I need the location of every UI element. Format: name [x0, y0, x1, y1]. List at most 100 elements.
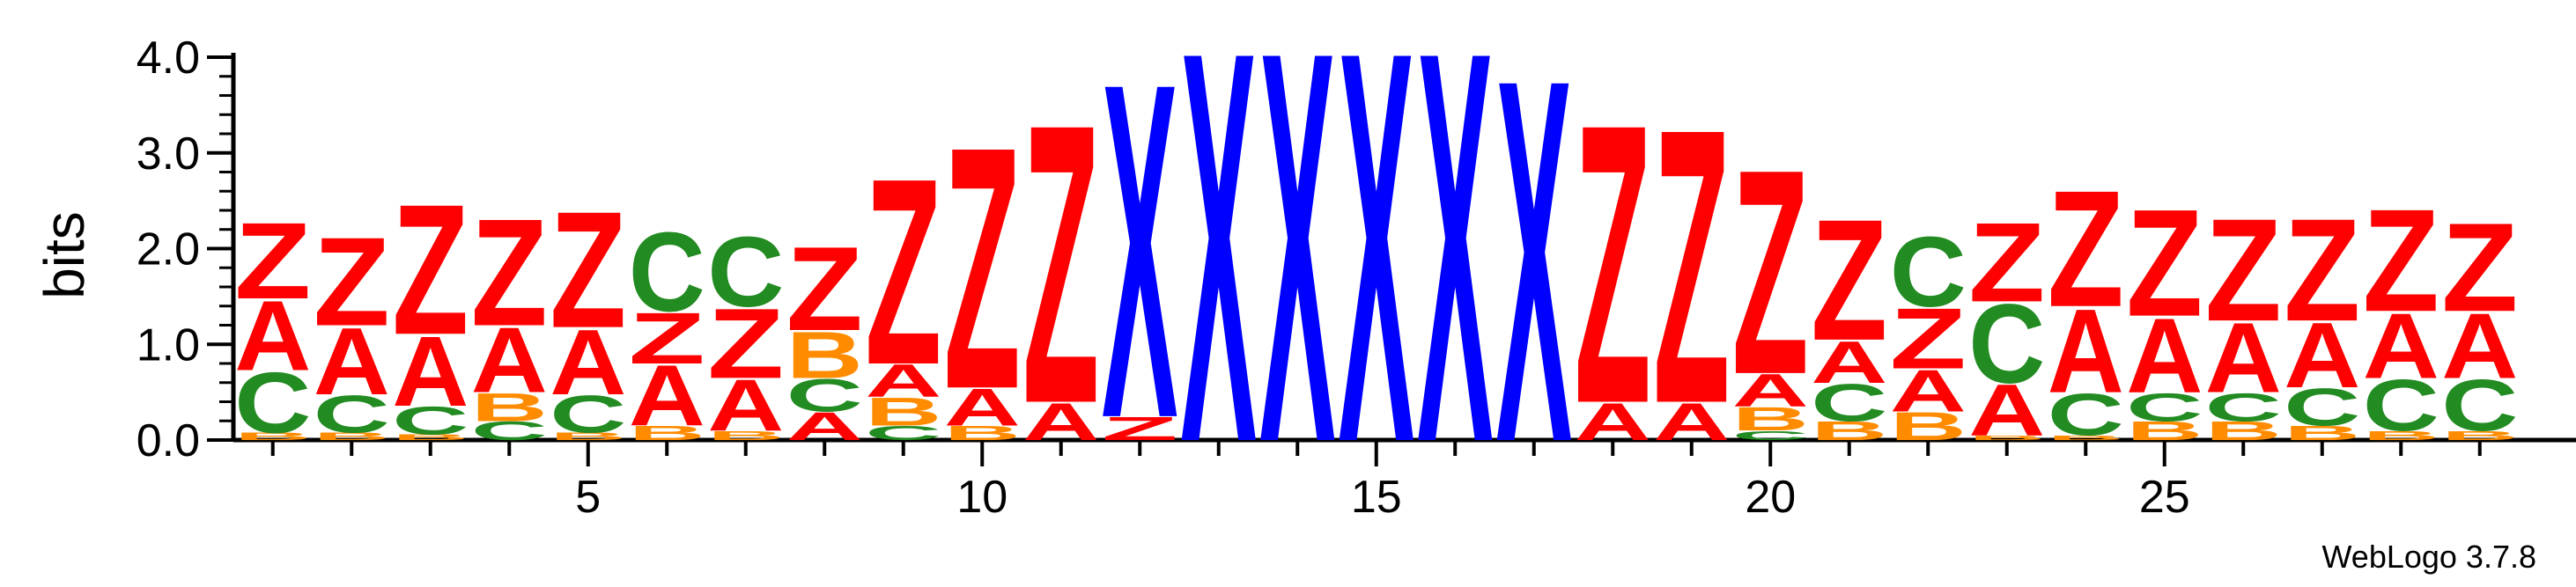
logo-letter-X: X	[1417, 0, 1494, 560]
logo-letter-Z: Z	[1575, 42, 1651, 488]
x-tick-label: 5	[575, 472, 601, 523]
logo-letter-A: A	[2048, 285, 2124, 418]
y-axis-label: bits	[33, 211, 96, 299]
logo-letter-A: A	[2126, 297, 2203, 415]
logo-letter-Z: Z	[2363, 179, 2439, 342]
logo-letter-B: B	[786, 319, 863, 393]
logo-stack-pos-13: X	[1181, 0, 1258, 560]
logo-letter-Z: Z	[1890, 290, 1967, 386]
logo-letter-A: A	[471, 309, 548, 413]
logo-letter-Z: Z	[2205, 188, 2282, 352]
logo-letter-C: C	[234, 355, 311, 451]
logo-letter-A: A	[2363, 294, 2439, 398]
logo-letter-X: X	[1259, 0, 1336, 560]
logo-stack-pos-18: AZ	[1575, 42, 1651, 488]
logo-letter-X: X	[1102, 0, 1178, 517]
logo-letter-Z: Z	[234, 201, 311, 322]
logo-letter-A: A	[1732, 364, 1809, 416]
y-tick-label: 2.0	[137, 224, 200, 275]
logo-letter-A: A	[1811, 328, 1887, 395]
logo-letter-X: X	[1339, 0, 1415, 560]
logo-letter-Z: Z	[2048, 157, 2124, 341]
logo-letter-C: C	[707, 216, 784, 327]
logo-letter-A: A	[2441, 294, 2518, 398]
y-tick-label: 3.0	[137, 128, 200, 180]
logo-letter-C: C	[471, 416, 548, 446]
logo-letter-Z: Z	[1022, 42, 1099, 488]
weblogo-credit: WebLogo 3.7.8	[2321, 539, 2536, 575]
x-tick-label: 20	[1745, 472, 1796, 523]
logo-letter-A: A	[707, 364, 784, 446]
logo-letter-B: B	[1968, 434, 2045, 441]
logo-letter-B: B	[1890, 405, 1967, 449]
logo-stack-pos-10: BAZ	[944, 75, 1021, 461]
logo-stack-pos-11: AZ	[1022, 42, 1099, 488]
logo-letter-C: C	[1732, 428, 1809, 443]
logo-letter-X: X	[1181, 0, 1258, 560]
logo-letter-Z: Z	[392, 166, 469, 374]
y-tick-label: 0.0	[137, 415, 200, 466]
logo-letter-B: B	[944, 422, 1021, 444]
logo-letter-C: C	[2126, 385, 2203, 429]
x-tick-label: 15	[1351, 472, 1402, 523]
logo-letter-B: B	[2126, 416, 2203, 446]
logo-letter-C: C	[1890, 216, 1967, 327]
logo-letter-Z: Z	[2126, 177, 2203, 349]
logo-letter-A: A	[2205, 302, 2282, 414]
logo-letter-Z: Z	[2441, 198, 2518, 339]
logo-letter-B: B	[1732, 400, 1809, 437]
logo-letter-C: C	[314, 385, 390, 444]
logo-letter-Z: Z	[1732, 110, 1809, 436]
logo-letter-B: B	[2284, 422, 2360, 444]
logo-stack-pos-16: X	[1417, 0, 1494, 560]
logo-letter-B: B	[707, 428, 784, 443]
logo-letter-A: A	[629, 348, 705, 444]
logo-letter-C: C	[865, 422, 941, 444]
logo-letter-B: B	[550, 430, 626, 443]
logo-letter-C: C	[392, 399, 469, 443]
logo-letter-A: A	[1890, 357, 1967, 424]
y-tick-label: 4.0	[137, 33, 200, 84]
logo-letter-B: B	[392, 433, 469, 442]
logo-letter-Z: Z	[2284, 188, 2360, 352]
x-tick-label: 25	[2139, 472, 2190, 523]
logo-letter-C: C	[2048, 381, 2124, 448]
logo-letter-C: C	[629, 209, 705, 335]
logo-letter-B: B	[2441, 428, 2518, 443]
logo-letter-B: B	[234, 430, 311, 443]
logo-letter-A: A	[1653, 393, 1730, 451]
logo-letter-X: X	[1496, 0, 1573, 551]
logo-stack-pos-15: X	[1339, 0, 1415, 560]
logo-stack-pos-12: ZX	[1102, 0, 1178, 517]
logo-letter-B: B	[471, 385, 548, 429]
logo-letter-B: B	[2363, 428, 2439, 443]
logo-letter-A: A	[392, 315, 469, 427]
logo-letter-B: B	[629, 422, 705, 444]
logo-letter-C: C	[1968, 281, 2045, 407]
logo-letter-C: C	[2284, 378, 2360, 437]
logo-letter-B: B	[865, 390, 941, 434]
logo-letter-Z: Z	[786, 223, 863, 356]
logo-letter-A: A	[865, 355, 941, 407]
logo-letter-Z: Z	[1811, 184, 1887, 377]
logo-letter-Z: Z	[944, 75, 1021, 461]
